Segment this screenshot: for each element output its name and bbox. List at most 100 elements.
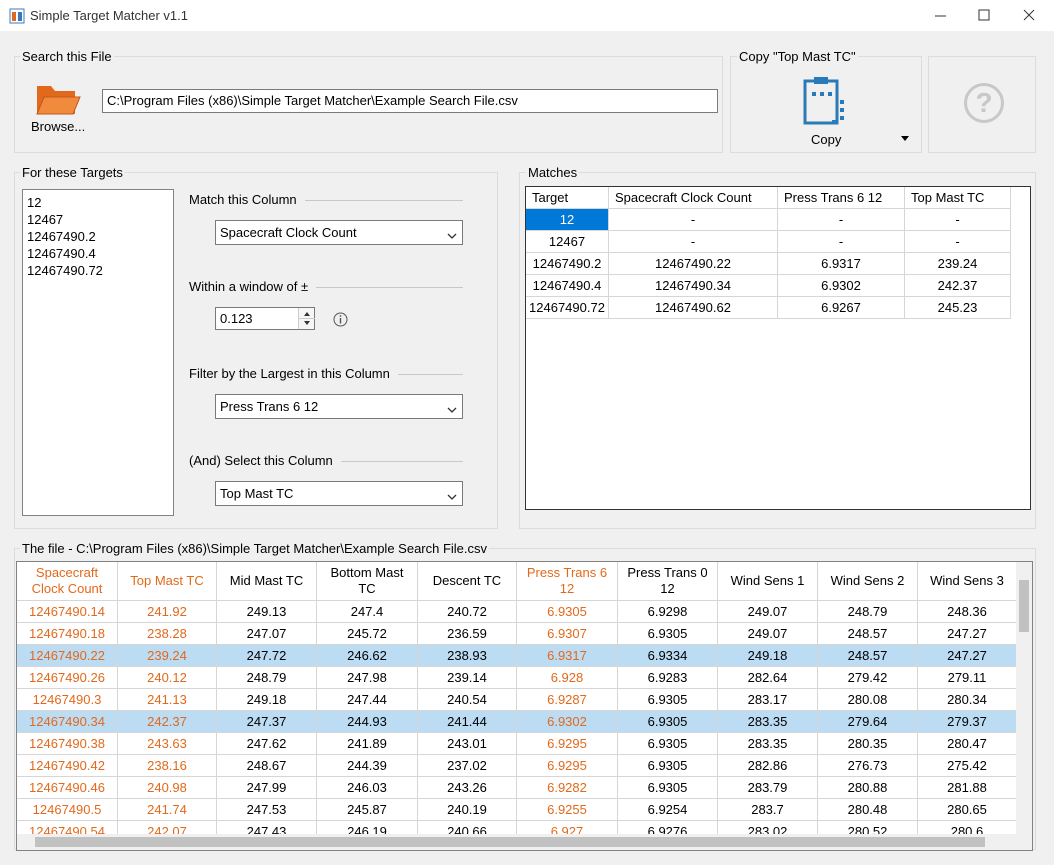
- file-cell[interactable]: 246.62: [317, 645, 418, 667]
- column-header[interactable]: Wind Sens 2: [818, 562, 918, 601]
- column-header[interactable]: Wind Sens 3: [918, 562, 1017, 601]
- file-cell[interactable]: 280.65: [918, 799, 1017, 821]
- file-cell[interactable]: 249.13: [217, 601, 317, 623]
- column-header[interactable]: Wind Sens 1: [718, 562, 818, 601]
- match-cell[interactable]: 12: [526, 209, 609, 231]
- column-header[interactable]: Bottom Mast TC: [317, 562, 418, 601]
- file-cell[interactable]: 6.928: [517, 667, 618, 689]
- file-cell[interactable]: 275.42: [918, 755, 1017, 777]
- file-cell[interactable]: 244.39: [317, 755, 418, 777]
- file-cell[interactable]: 282.86: [718, 755, 818, 777]
- folder-icon[interactable]: [35, 82, 81, 118]
- column-dropdown[interactable]: Top Mast TC: [215, 481, 463, 506]
- file-cell[interactable]: 242.37: [118, 711, 217, 733]
- file-cell[interactable]: 248.67: [217, 755, 317, 777]
- file-cell[interactable]: 239.24: [118, 645, 217, 667]
- file-cell[interactable]: 238.28: [118, 623, 217, 645]
- file-cell[interactable]: 238.93: [418, 645, 517, 667]
- dropdown-arrow[interactable]: [900, 135, 912, 143]
- chevron[interactable]: [447, 407, 457, 415]
- file-cell[interactable]: 6.9305: [517, 601, 618, 623]
- file-cell[interactable]: 240.54: [418, 689, 517, 711]
- match-cell[interactable]: 12467490.4: [526, 275, 609, 297]
- column-header[interactable]: Top Mast TC: [118, 562, 217, 601]
- window-controls[interactable]: [920, 0, 1054, 31]
- chevron[interactable]: [447, 233, 457, 241]
- target-item[interactable]: 12467: [27, 211, 169, 228]
- match-cell[interactable]: 12467: [526, 231, 609, 253]
- file-cell[interactable]: 6.9305: [618, 711, 718, 733]
- file-cell[interactable]: 6.9317: [517, 645, 618, 667]
- dropdown-arrow[interactable]: [447, 403, 457, 411]
- file-cell[interactable]: 6.9302: [517, 711, 618, 733]
- file-cell[interactable]: 12467490.46: [17, 777, 118, 799]
- file-cell[interactable]: 12467490.26: [17, 667, 118, 689]
- info-glyph[interactable]: [333, 312, 348, 327]
- column-dropdown[interactable]: Spacecraft Clock Count: [215, 220, 463, 245]
- match-cell[interactable]: 12467490.34: [609, 275, 778, 297]
- file-cell[interactable]: 281.88: [918, 777, 1017, 799]
- file-cell[interactable]: 279.42: [818, 667, 918, 689]
- file-cell[interactable]: 247.27: [918, 623, 1017, 645]
- file-cell[interactable]: 237.02: [418, 755, 517, 777]
- file-cell[interactable]: 240.72: [418, 601, 517, 623]
- file-cell[interactable]: 248.57: [818, 623, 918, 645]
- file-cell[interactable]: 6.9305: [618, 689, 718, 711]
- match-cell[interactable]: -: [609, 209, 778, 231]
- file-cell[interactable]: 239.14: [418, 667, 517, 689]
- target-item[interactable]: 12467490.4: [27, 245, 169, 262]
- match-cell[interactable]: 242.37: [905, 275, 1011, 297]
- file-cell[interactable]: 248.79: [818, 601, 918, 623]
- match-cell[interactable]: 239.24: [905, 253, 1011, 275]
- file-cell[interactable]: 283.7: [718, 799, 818, 821]
- file-cell[interactable]: 6.9255: [517, 799, 618, 821]
- file-cell[interactable]: 247.53: [217, 799, 317, 821]
- file-cell[interactable]: 243.63: [118, 733, 217, 755]
- file-cell[interactable]: 283.35: [718, 711, 818, 733]
- file-cell[interactable]: 240.12: [118, 667, 217, 689]
- file-cell[interactable]: 6.9307: [517, 623, 618, 645]
- file-cell[interactable]: 240.19: [418, 799, 517, 821]
- dropdown-arrow[interactable]: [447, 490, 457, 498]
- file-cell[interactable]: 12467490.5: [17, 799, 118, 821]
- file-cell[interactable]: 240.98: [118, 777, 217, 799]
- file-cell[interactable]: 245.72: [317, 623, 418, 645]
- file-cell[interactable]: 6.9295: [517, 755, 618, 777]
- file-cell[interactable]: 280.48: [818, 799, 918, 821]
- file-cell[interactable]: 6.9334: [618, 645, 718, 667]
- spin-arrows[interactable]: [299, 308, 315, 329]
- copy-button[interactable]: Copy: [811, 132, 841, 147]
- file-cell[interactable]: 6.9282: [517, 777, 618, 799]
- file-cell[interactable]: 6.9254: [618, 799, 718, 821]
- file-cell[interactable]: 248.36: [918, 601, 1017, 623]
- file-cell[interactable]: 247.37: [217, 711, 317, 733]
- file-cell[interactable]: 283.35: [718, 733, 818, 755]
- file-cell[interactable]: 247.4: [317, 601, 418, 623]
- match-cell[interactable]: 12467490.2: [526, 253, 609, 275]
- file-cell[interactable]: 247.07: [217, 623, 317, 645]
- file-cell[interactable]: 249.07: [718, 601, 818, 623]
- target-item[interactable]: 12467490.72: [27, 262, 169, 279]
- file-cell[interactable]: 6.9305: [618, 733, 718, 755]
- file-cell[interactable]: 6.9305: [618, 623, 718, 645]
- file-cell[interactable]: 248.79: [217, 667, 317, 689]
- column-header[interactable]: Mid Mast TC: [217, 562, 317, 601]
- file-cell[interactable]: 245.87: [317, 799, 418, 821]
- match-cell[interactable]: 12467490.22: [609, 253, 778, 275]
- file-cell[interactable]: 6.9305: [618, 777, 718, 799]
- file-cell[interactable]: 243.01: [418, 733, 517, 755]
- scroll-thumb[interactable]: [35, 837, 985, 847]
- scroll-thumb[interactable]: [1019, 580, 1029, 632]
- file-cell[interactable]: 247.99: [217, 777, 317, 799]
- file-cell[interactable]: 247.98: [317, 667, 418, 689]
- file-cell[interactable]: 12467490.42: [17, 755, 118, 777]
- column-dropdown[interactable]: Press Trans 6 12: [215, 394, 463, 419]
- file-cell[interactable]: 6.9298: [618, 601, 718, 623]
- file-cell[interactable]: 238.16: [118, 755, 217, 777]
- file-cell[interactable]: 280.47: [918, 733, 1017, 755]
- column-header[interactable]: Spacecraft Clock Count: [17, 562, 118, 601]
- file-cell[interactable]: 6.9295: [517, 733, 618, 755]
- file-cell[interactable]: 282.64: [718, 667, 818, 689]
- file-cell[interactable]: 12467490.22: [17, 645, 118, 667]
- target-item[interactable]: 12467490.2: [27, 228, 169, 245]
